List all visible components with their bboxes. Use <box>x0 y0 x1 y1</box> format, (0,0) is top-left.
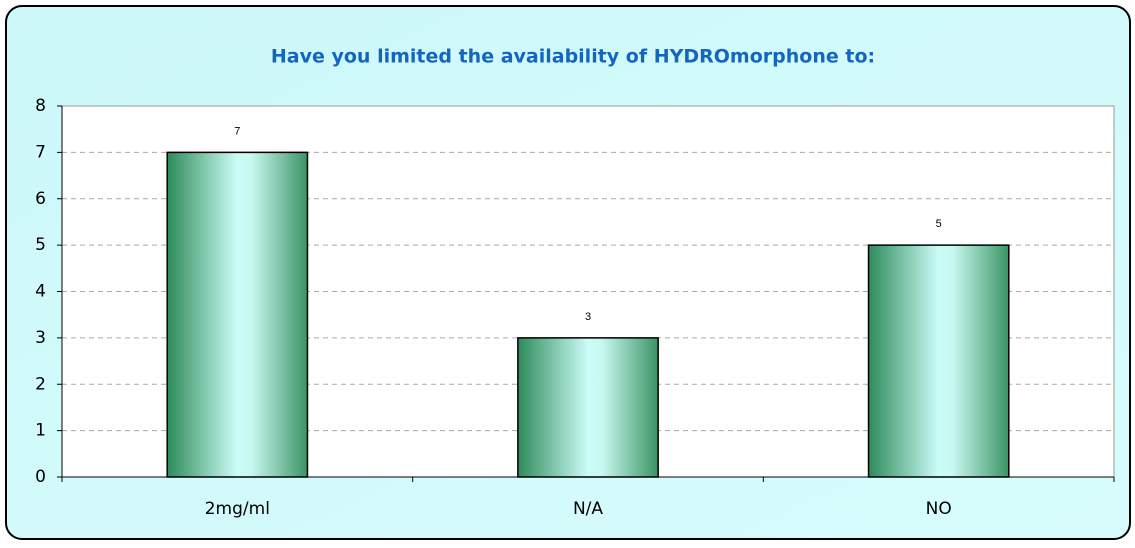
bar <box>166 151 309 478</box>
y-tick-label: 1 <box>35 421 46 441</box>
x-tick-label: NO <box>926 499 952 519</box>
y-tick-label: 5 <box>35 235 46 255</box>
y-tick-label: 4 <box>35 282 46 302</box>
y-tick-label: 8 <box>35 96 46 116</box>
bar <box>517 337 659 478</box>
x-tick-label: N/A <box>573 499 603 519</box>
x-tick-label: 2mg/ml <box>205 499 270 519</box>
data-label: 5 <box>936 218 942 230</box>
data-label: 3 <box>585 311 591 323</box>
y-tick-label: 7 <box>35 142 46 162</box>
y-tick-label: 3 <box>35 328 46 348</box>
data-label: 7 <box>234 125 240 137</box>
y-tick-label: 0 <box>35 467 46 487</box>
y-tick-label: 2 <box>35 374 46 394</box>
bar <box>867 244 1010 478</box>
y-tick-label: 6 <box>35 189 46 209</box>
chart-title: Have you limited the availability of HYD… <box>271 46 875 68</box>
